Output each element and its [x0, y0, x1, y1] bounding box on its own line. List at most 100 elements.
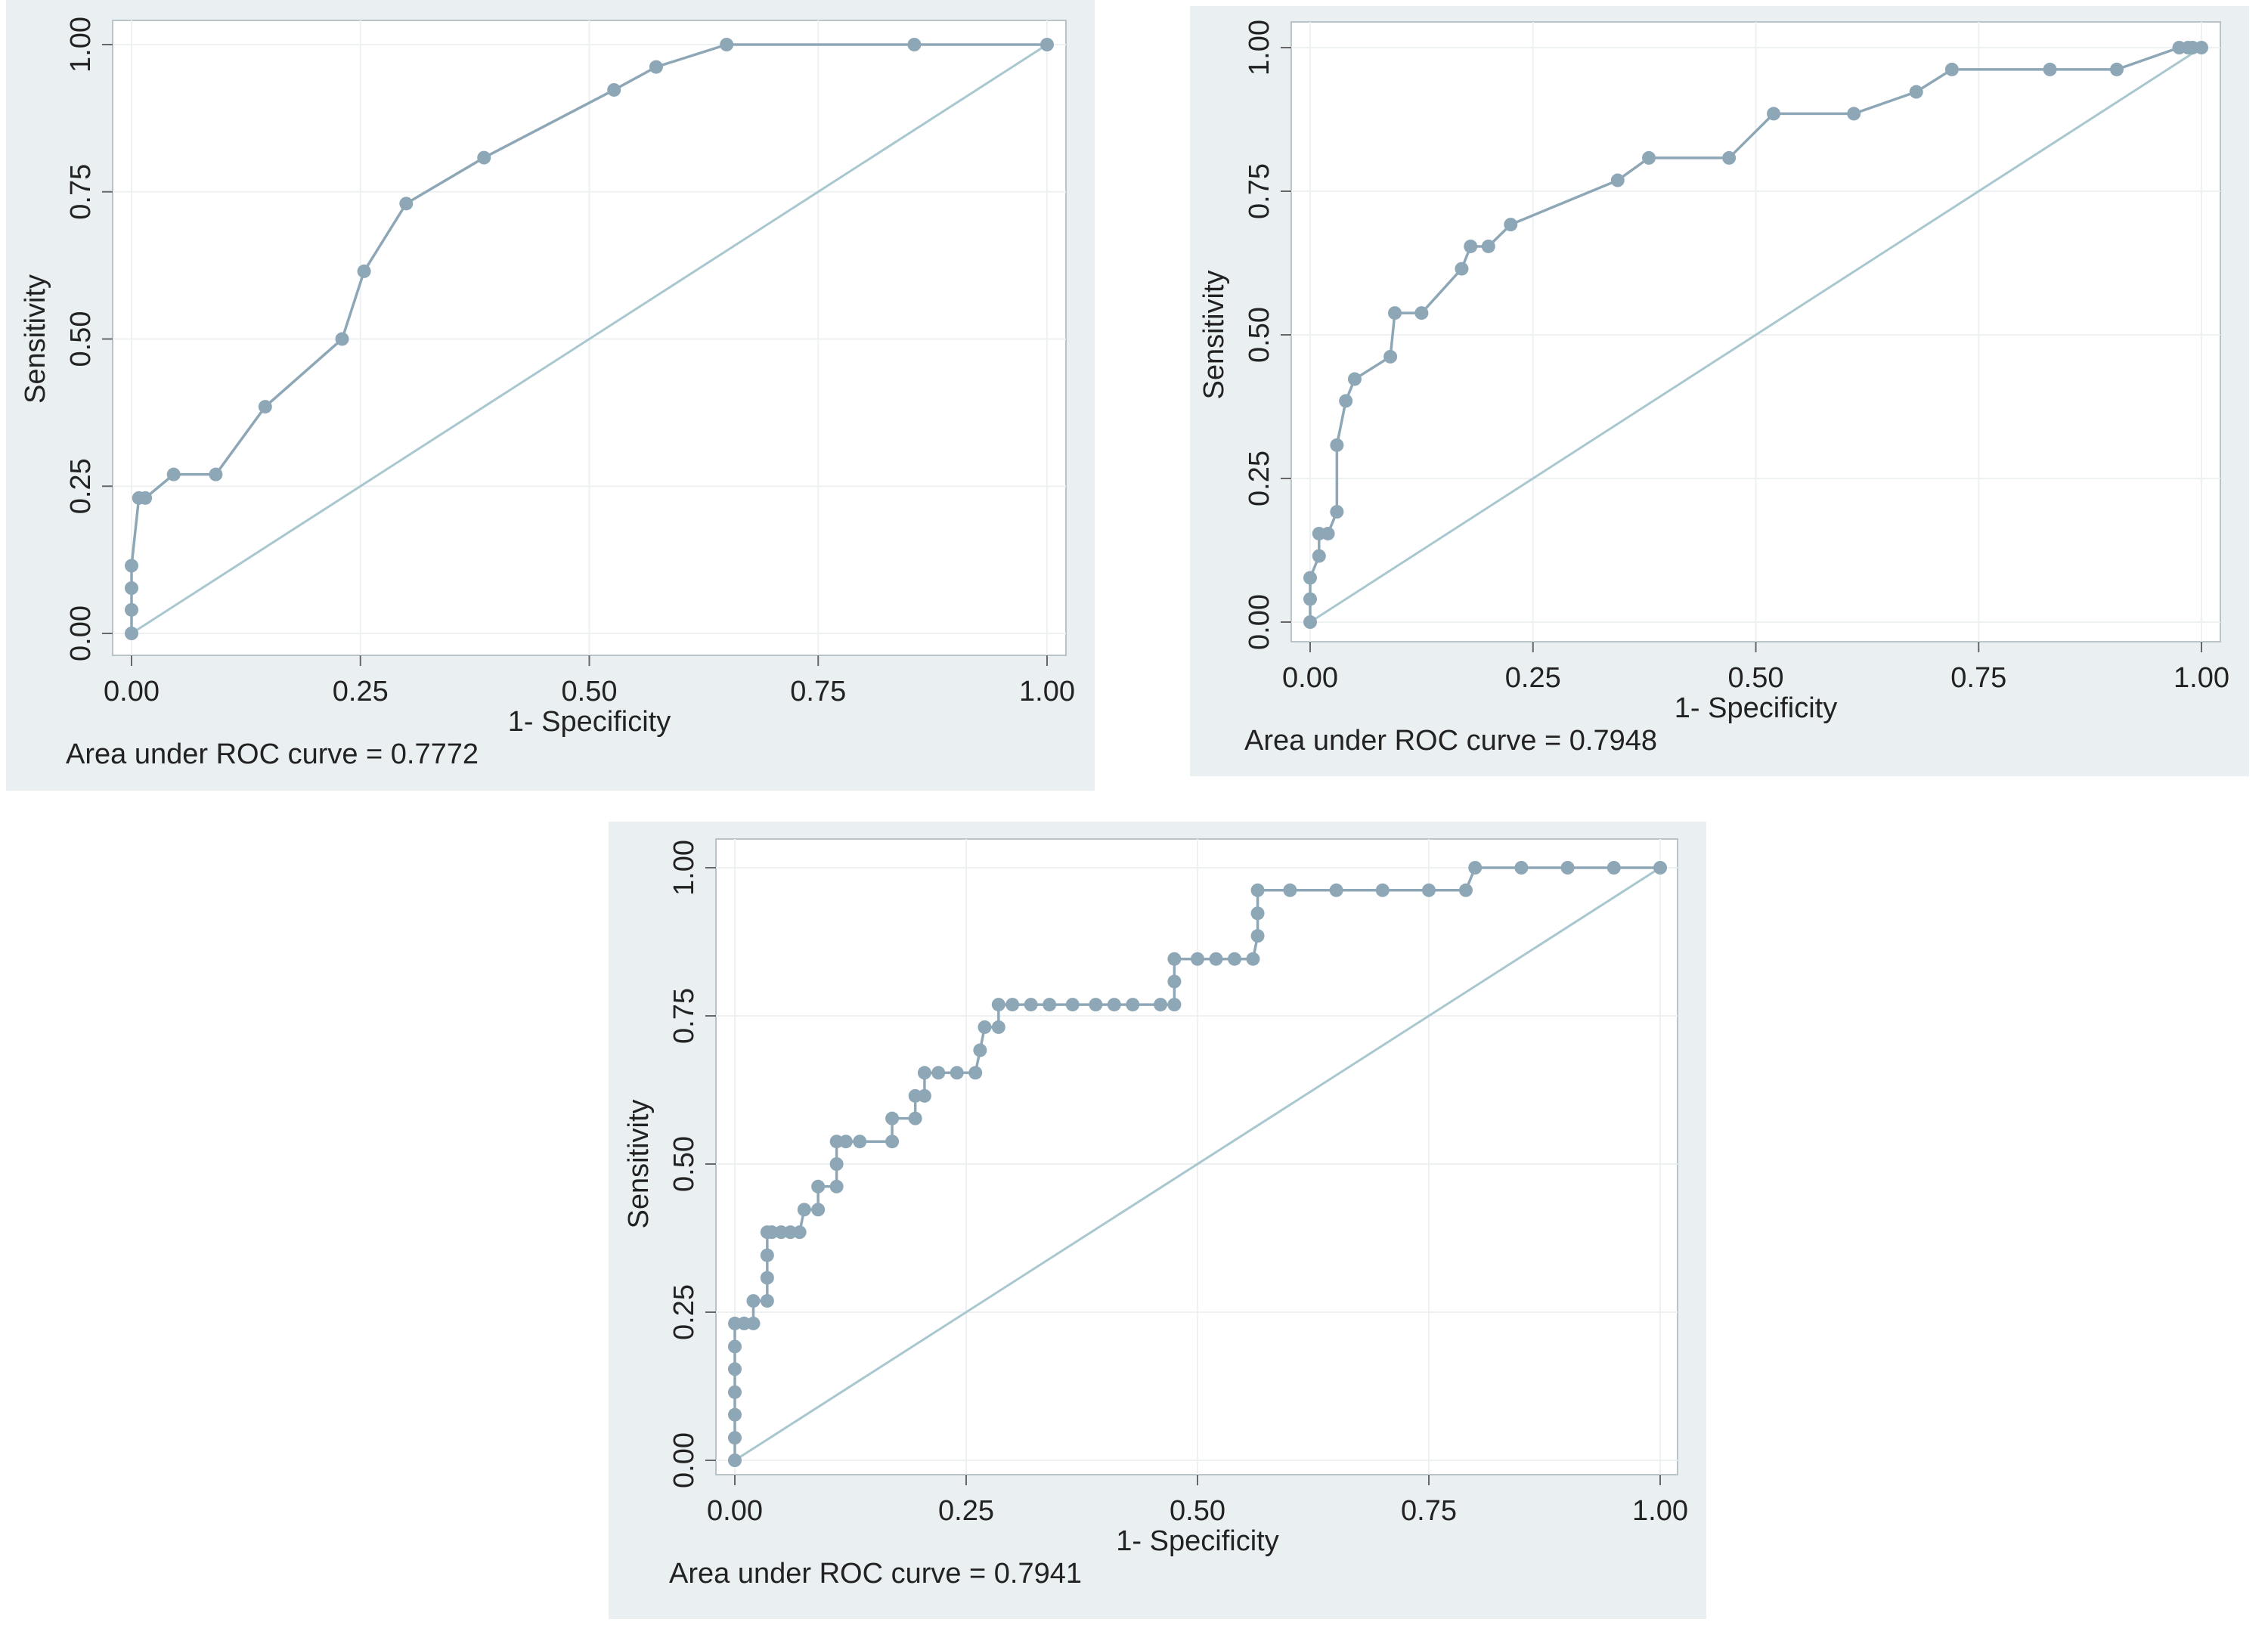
y-tick-label: 0.25	[65, 458, 97, 514]
roc-point	[746, 1316, 761, 1330]
y-axis-title: Sensitivity	[20, 274, 51, 404]
roc-point	[746, 1294, 761, 1308]
roc-point	[125, 581, 138, 596]
roc-point	[991, 1020, 1005, 1034]
roc-point	[1227, 952, 1241, 966]
roc-point	[258, 400, 272, 414]
roc-point	[1065, 998, 1080, 1012]
roc-point	[1312, 549, 1326, 563]
roc-point	[1458, 883, 1473, 897]
roc-point	[138, 491, 153, 505]
chart-panel: 0.00 0.25 0.50 0.75 1.00 0.00 0.25 0.50 0.75 1.00…	[6, 0, 1095, 791]
x-tick-label: 0.00	[1282, 662, 1338, 694]
y-tick-label: 0.75	[65, 164, 97, 220]
roc-point	[1303, 592, 1317, 606]
annotation: Area under ROC curve = 0.7941	[669, 1558, 1082, 1590]
y-tick-label: 0.50	[668, 1136, 700, 1192]
roc-point	[917, 1066, 931, 1080]
roc-point	[1606, 861, 1621, 875]
y-tick-label: 0.00	[65, 605, 97, 661]
roc-point	[1847, 107, 1861, 121]
roc-point	[1167, 952, 1182, 966]
x-tick-label: 0.50	[1170, 1495, 1225, 1527]
roc-point	[1303, 615, 1317, 629]
y-tick-label: 0.25	[668, 1284, 700, 1340]
roc-point	[399, 197, 414, 211]
roc-point	[728, 1431, 742, 1445]
annotation: Area under ROC curve = 0.7772	[66, 738, 479, 770]
x-axis-title: 1- Specificity	[1675, 692, 1837, 724]
roc-point	[728, 1407, 742, 1422]
x-axis-title: 1- Specificity	[508, 706, 671, 738]
annotation: Area under ROC curve = 0.7948	[1244, 725, 1657, 757]
roc-point	[1642, 150, 1656, 165]
roc-point	[885, 1135, 900, 1149]
roc-point	[853, 1135, 867, 1149]
x-tick-label: 0.75	[1950, 662, 2006, 694]
roc-point	[2043, 62, 2057, 76]
x-tick-label: 0.75	[790, 676, 846, 707]
roc-point	[829, 1179, 844, 1194]
roc-point	[1468, 861, 1483, 875]
roc-point	[1375, 883, 1390, 897]
roc-point	[1339, 394, 1353, 408]
roc-point	[357, 264, 371, 278]
roc-point	[931, 1066, 946, 1080]
roc-point	[1422, 883, 1436, 897]
roc-point	[335, 332, 349, 346]
roc-point	[1167, 998, 1182, 1012]
roc-point	[1283, 883, 1297, 897]
roc-point	[792, 1225, 807, 1240]
roc-point	[728, 1339, 742, 1354]
roc-point	[797, 1203, 811, 1217]
roc-point	[1191, 952, 1204, 966]
roc-point	[1024, 998, 1038, 1012]
roc-point	[1303, 571, 1317, 585]
roc-point	[1330, 505, 1344, 519]
y-axis-title: Sensitivity	[623, 1099, 655, 1228]
roc-point	[720, 38, 734, 51]
roc-point	[811, 1179, 826, 1194]
roc-point	[908, 1111, 922, 1125]
roc-point	[1653, 861, 1667, 875]
chart-panel: 0.00 0.25 0.50 0.75 1.00 0.00 0.25 0.50 0.75 1.00…	[1190, 6, 2249, 776]
y-tick-label: 0.50	[65, 311, 97, 367]
x-tick-label: 0.00	[104, 676, 160, 707]
roc-point	[1040, 38, 1054, 51]
roc-point	[1464, 239, 1478, 253]
roc-point	[1514, 861, 1529, 875]
roc-point	[1504, 218, 1518, 232]
roc-point	[1246, 952, 1260, 966]
roc-point	[125, 602, 138, 617]
roc-point	[209, 467, 223, 481]
roc-point	[838, 1135, 853, 1149]
y-tick-label: 1.00	[65, 17, 97, 73]
roc-point	[968, 1066, 983, 1080]
roc-point	[1089, 998, 1103, 1012]
x-tick-label: 1.00	[1632, 1495, 1688, 1527]
y-tick-label: 0.75	[668, 988, 700, 1044]
roc-point	[1414, 306, 1429, 320]
reference-line	[131, 43, 1048, 635]
roc-point	[1250, 906, 1265, 921]
y-axis-title: Sensitivity	[1198, 270, 1230, 399]
roc-point	[1767, 107, 1781, 121]
roc-point	[917, 1088, 931, 1103]
roc-point	[1722, 150, 1737, 165]
roc-point	[907, 38, 922, 51]
roc-point	[1330, 438, 1344, 452]
roc-point	[978, 1020, 992, 1034]
y-tick-label: 0.00	[1244, 594, 1275, 650]
roc-point	[1347, 372, 1362, 386]
roc-point	[1167, 974, 1182, 989]
roc-point	[760, 1294, 774, 1308]
x-axis-title: 1- Specificity	[1116, 1525, 1278, 1557]
roc-point	[1944, 62, 1959, 76]
roc-point	[2195, 41, 2208, 54]
y-tick-label: 0.75	[1244, 163, 1275, 219]
roc-point	[973, 1043, 987, 1057]
roc-point	[728, 1362, 742, 1376]
roc-point	[477, 150, 491, 165]
roc-point	[649, 60, 663, 74]
